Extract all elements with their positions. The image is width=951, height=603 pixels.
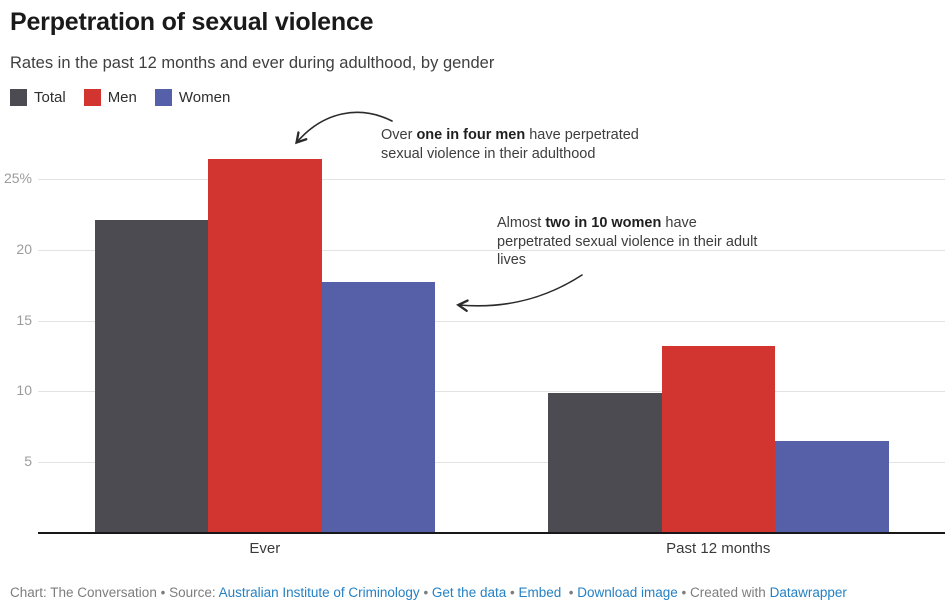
gridline-5 (38, 462, 945, 464)
footer-separator: • (561, 585, 578, 600)
bar-women-ever[interactable] (321, 282, 435, 533)
legend-item-women: Women (154, 89, 231, 106)
footer-text: Source: (169, 585, 219, 600)
gridline-15 (38, 320, 945, 322)
gridline-20 (38, 249, 945, 251)
footer-text: Created with (690, 585, 770, 600)
legend-item-total: Total (10, 89, 66, 106)
bar-men-ever[interactable] (208, 159, 322, 533)
footer-separator: • (677, 585, 691, 600)
datawrapper-link[interactable]: Datawrapper (769, 585, 847, 600)
gridline-25 (38, 179, 945, 180)
annotation-women-bold: two in 10 women (545, 215, 662, 231)
annotation-women-post: have perpetrated sexual violence in thei… (497, 215, 758, 269)
source-link[interactable]: Australian Institute of Criminology (218, 585, 420, 600)
legend: Total Men Women (10, 89, 230, 106)
y-tick-15: 15 (16, 311, 32, 328)
bar-total-past-12-months[interactable] (548, 392, 662, 533)
annotation-women-pre: Almost (497, 215, 546, 231)
x-category-ever: Ever (249, 540, 281, 557)
legend-swatch-total (10, 89, 27, 106)
legend-swatch-women (154, 89, 172, 106)
download-image-link[interactable]: Download image (577, 585, 678, 600)
annotation-women: Almost two in 10 women have perpetrated … (497, 214, 759, 270)
bar-men-past-12-months[interactable] (661, 346, 775, 533)
legend-label-men: Men (107, 89, 137, 106)
footer-separator: • (156, 585, 170, 600)
x-category-past-12-months: Past 12 months (666, 540, 771, 557)
gridline-10 (38, 391, 945, 393)
bar-total-ever[interactable] (94, 220, 208, 533)
y-tick-5: 5 (24, 453, 32, 470)
footer-attribution: Chart: The Conversation • Source: Austra… (10, 585, 945, 600)
y-tick-20: 20 (16, 240, 32, 257)
footer-separator: • (419, 585, 432, 600)
legend-label-total: Total (34, 89, 66, 106)
chart-title: Perpetration of sexual violence (10, 8, 374, 36)
y-tick-25: 25% (3, 170, 32, 186)
legend-item-men: Men (83, 89, 137, 106)
chart-subtitle: Rates in the past 12 months and ever dur… (10, 54, 495, 72)
annotation-men: Over one in four men have perpetrated se… (381, 126, 643, 163)
legend-swatch-men (83, 89, 101, 106)
annotation-men-post: have perpetrated sexual violence in thei… (381, 127, 639, 162)
annotation-men-pre: Over (381, 127, 417, 143)
footer-text: Chart: The Conversation (10, 585, 157, 600)
annotation-men-bold: one in four men (416, 127, 526, 143)
get-the-data-link[interactable]: Get the data (431, 585, 507, 600)
x-axis-line (38, 532, 945, 534)
y-tick-10: 10 (16, 382, 32, 399)
footer-separator: • (506, 585, 519, 600)
legend-label-women: Women (178, 89, 231, 106)
embed-link[interactable]: Embed (518, 585, 562, 600)
bar-women-past-12-months[interactable] (775, 441, 889, 533)
